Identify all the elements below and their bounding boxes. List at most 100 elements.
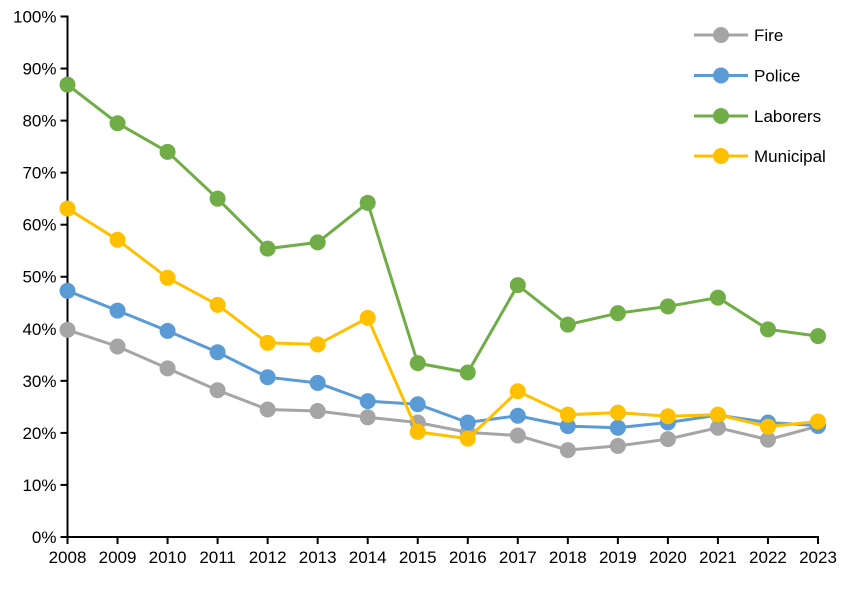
data-point-police	[359, 393, 376, 410]
data-point-police	[559, 418, 576, 435]
data-point-fire	[509, 427, 526, 444]
data-point-police	[309, 374, 326, 391]
data-point-fire	[609, 437, 626, 454]
y-axis-tick-label: 30%	[22, 372, 56, 391]
y-axis-tick-label: 70%	[22, 164, 56, 183]
data-point-municipal	[810, 413, 826, 430]
x-axis-tick-label: 2013	[299, 548, 337, 567]
series-line-municipal	[66, 207, 819, 441]
data-point-fire	[209, 382, 226, 399]
data-point-laborers	[709, 289, 726, 306]
x-axis-tick-label: 2019	[599, 548, 637, 567]
y-axis-tick-label: 90%	[22, 60, 56, 79]
data-point-police	[459, 414, 476, 431]
legend-item-municipal: Municipal	[694, 147, 826, 166]
data-point-fire	[159, 360, 176, 377]
data-point-municipal	[509, 383, 526, 400]
data-point-municipal	[59, 200, 76, 217]
series-line-police	[66, 289, 819, 430]
data-point-laborers	[759, 321, 776, 338]
y-axis-tick-label: 20%	[22, 424, 56, 443]
data-point-fire	[709, 419, 726, 436]
legend-label: Police	[754, 66, 800, 85]
x-axis-tick-label: 2018	[549, 548, 587, 567]
data-point-laborers	[409, 355, 426, 372]
y-axis-tick-label: 0%	[32, 528, 57, 547]
data-point-police	[259, 369, 276, 386]
legend-marker	[713, 27, 729, 43]
data-point-police	[109, 302, 126, 319]
data-point-municipal	[109, 231, 126, 248]
series-line-laborers	[66, 83, 819, 375]
x-axis-tick-label: 2017	[499, 548, 537, 567]
legend: Fire Police Laborers Municipal	[694, 26, 826, 166]
legend-label: Laborers	[754, 107, 821, 126]
series-line-fire	[67, 328, 819, 452]
x-axis-tick-label: 2023	[799, 548, 837, 567]
legend-item-fire: Fire	[694, 26, 783, 45]
data-point-police	[509, 407, 526, 424]
y-axis-tick-label: 60%	[22, 216, 56, 235]
data-point-laborers	[109, 115, 126, 132]
data-point-laborers	[309, 234, 326, 251]
data-point-laborers	[459, 364, 476, 381]
y-axis-tick-label: 40%	[22, 320, 56, 339]
x-axis-tick-label: 2022	[749, 548, 787, 567]
data-point-laborers	[209, 190, 226, 207]
data-point-laborers	[810, 328, 826, 345]
data-point-municipal	[459, 430, 476, 447]
data-point-fire	[59, 321, 76, 338]
data-point-municipal	[709, 406, 726, 423]
legend-marker	[713, 108, 729, 124]
legend-label: Municipal	[754, 147, 826, 166]
y-axis-tick-label: 100%	[13, 7, 56, 26]
data-point-fire	[309, 403, 326, 420]
x-axis-tick-label: 2016	[449, 548, 487, 567]
data-point-municipal	[409, 423, 426, 440]
x-axis-tick-label: 2020	[649, 548, 687, 567]
data-point-municipal	[609, 404, 626, 421]
data-point-municipal	[209, 296, 226, 313]
data-point-municipal	[309, 336, 326, 353]
data-point-municipal	[659, 408, 676, 425]
data-point-laborers	[359, 194, 376, 211]
legend-marker	[713, 67, 729, 84]
data-point-municipal	[259, 334, 276, 351]
data-point-police	[159, 322, 176, 339]
y-axis-tick-label: 80%	[22, 112, 56, 131]
legend-marker	[713, 148, 729, 164]
data-point-laborers	[59, 76, 76, 93]
data-point-police	[209, 344, 226, 361]
x-axis-tick-label: 2010	[149, 548, 187, 567]
legend-item-laborers: Laborers	[694, 107, 821, 126]
x-axis-tick-label: 2009	[99, 548, 137, 567]
data-point-municipal	[359, 309, 376, 326]
data-point-laborers	[659, 298, 676, 315]
data-point-fire	[659, 431, 676, 448]
data-point-municipal	[759, 418, 776, 435]
data-point-laborers	[509, 277, 526, 294]
data-point-fire	[759, 431, 776, 448]
data-point-laborers	[159, 143, 176, 160]
x-axis-tick-label: 2011	[199, 548, 236, 567]
legend-label: Fire	[754, 26, 783, 45]
y-axis-tick-label: 10%	[22, 476, 56, 495]
data-point-municipal	[159, 269, 176, 286]
x-axis-tick-label: 2015	[399, 548, 437, 567]
legend-item-police: Police	[694, 66, 800, 85]
x-axis-tick-label: 2008	[49, 548, 87, 567]
x-axis-tick-label: 2012	[249, 548, 287, 567]
data-point-police	[409, 396, 426, 413]
data-point-municipal	[559, 406, 576, 423]
y-axis-tick-label: 50%	[22, 268, 56, 287]
x-axis-tick-label: 2014	[349, 548, 387, 567]
data-point-laborers	[609, 305, 626, 322]
data-point-laborers	[259, 240, 276, 257]
data-point-fire	[109, 338, 126, 355]
data-point-police	[609, 419, 626, 436]
data-point-fire	[559, 442, 576, 459]
data-point-fire	[359, 409, 376, 426]
data-point-police	[59, 282, 76, 299]
